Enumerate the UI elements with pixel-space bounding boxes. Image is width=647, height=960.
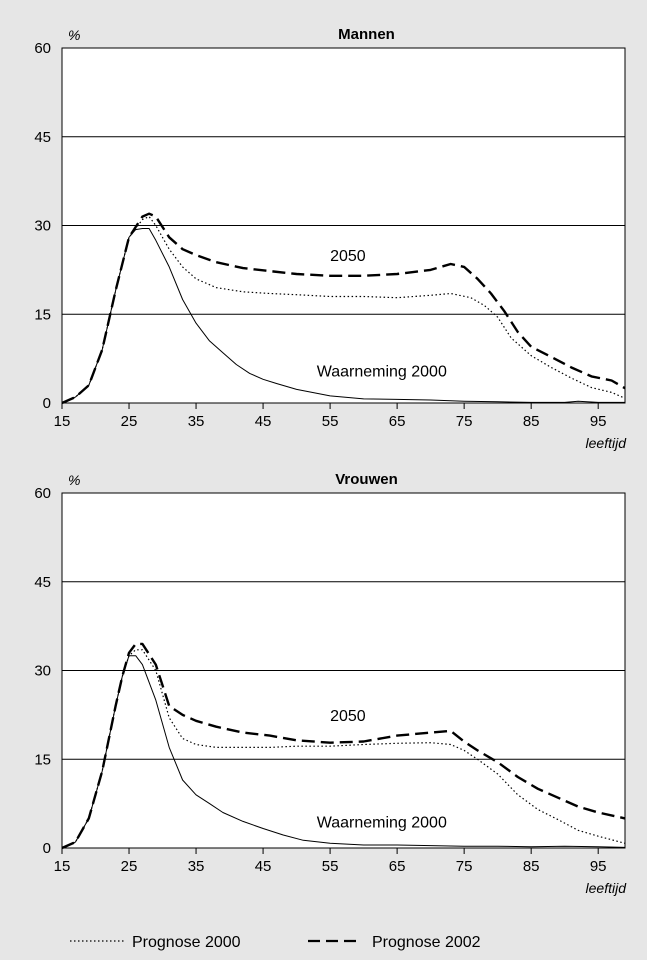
x-tick-label-35: 35 xyxy=(188,858,205,875)
series-line-waarneming-2000 xyxy=(61,228,625,404)
x-tick-label-55: 55 xyxy=(322,413,339,430)
series-line-prognose-2000 xyxy=(61,649,626,849)
x-tick-label-45: 45 xyxy=(255,858,272,875)
y-tick-label-0: 0 xyxy=(43,395,51,412)
legend-label-prognose-2000: Prognose 2000 xyxy=(132,934,241,951)
x-tick-label-85: 85 xyxy=(523,413,540,430)
x-tick-label-25: 25 xyxy=(121,413,138,430)
y-tick-label-15: 15 xyxy=(34,306,51,323)
series-line-prognose-2002 xyxy=(61,212,626,405)
y-tick-label-0: 0 xyxy=(43,840,51,857)
series-line-prognose-2002 xyxy=(61,642,626,850)
x-tick-label-95: 95 xyxy=(590,858,607,875)
chart-title: Mannen xyxy=(338,26,395,43)
x-tick-label-65: 65 xyxy=(389,858,406,875)
y-tick-label-45: 45 xyxy=(34,129,51,146)
x-tick-label-75: 75 xyxy=(456,413,473,430)
y-axis-unit: % xyxy=(68,27,80,43)
x-tick-label-15: 15 xyxy=(54,413,71,430)
chart-title: Vrouwen xyxy=(335,471,398,488)
x-tick-label-35: 35 xyxy=(188,413,205,430)
legend: Prognose 2000 Prognose 2002 xyxy=(70,934,481,951)
x-tick-label-85: 85 xyxy=(523,858,540,875)
x-tick-label-15: 15 xyxy=(54,858,71,875)
annotation-2050: 2050 xyxy=(330,708,366,725)
y-tick-label-60: 60 xyxy=(34,485,51,502)
x-tick-label-75: 75 xyxy=(456,858,473,875)
y-axis-unit: % xyxy=(68,472,80,488)
annotation-waarneming-2000: Waarneming 2000 xyxy=(317,363,447,380)
annotation-waarneming-2000: Waarneming 2000 xyxy=(317,814,447,831)
y-tick-label-30: 30 xyxy=(34,663,51,680)
annotation-2050: 2050 xyxy=(330,248,366,265)
x-axis-label: leeftijd xyxy=(586,880,628,896)
series-line-prognose-2000 xyxy=(61,216,626,404)
y-tick-label-30: 30 xyxy=(34,218,51,235)
x-tick-label-65: 65 xyxy=(389,413,406,430)
x-tick-label-55: 55 xyxy=(322,858,339,875)
x-tick-label-25: 25 xyxy=(121,858,138,875)
x-axis-label: leeftijd xyxy=(586,435,628,451)
y-tick-label-45: 45 xyxy=(34,574,51,591)
x-tick-label-45: 45 xyxy=(255,413,272,430)
y-tick-label-60: 60 xyxy=(34,40,51,57)
x-tick-label-95: 95 xyxy=(590,413,607,430)
y-tick-label-15: 15 xyxy=(34,751,51,768)
legend-label-prognose-2002: Prognose 2002 xyxy=(372,934,481,951)
